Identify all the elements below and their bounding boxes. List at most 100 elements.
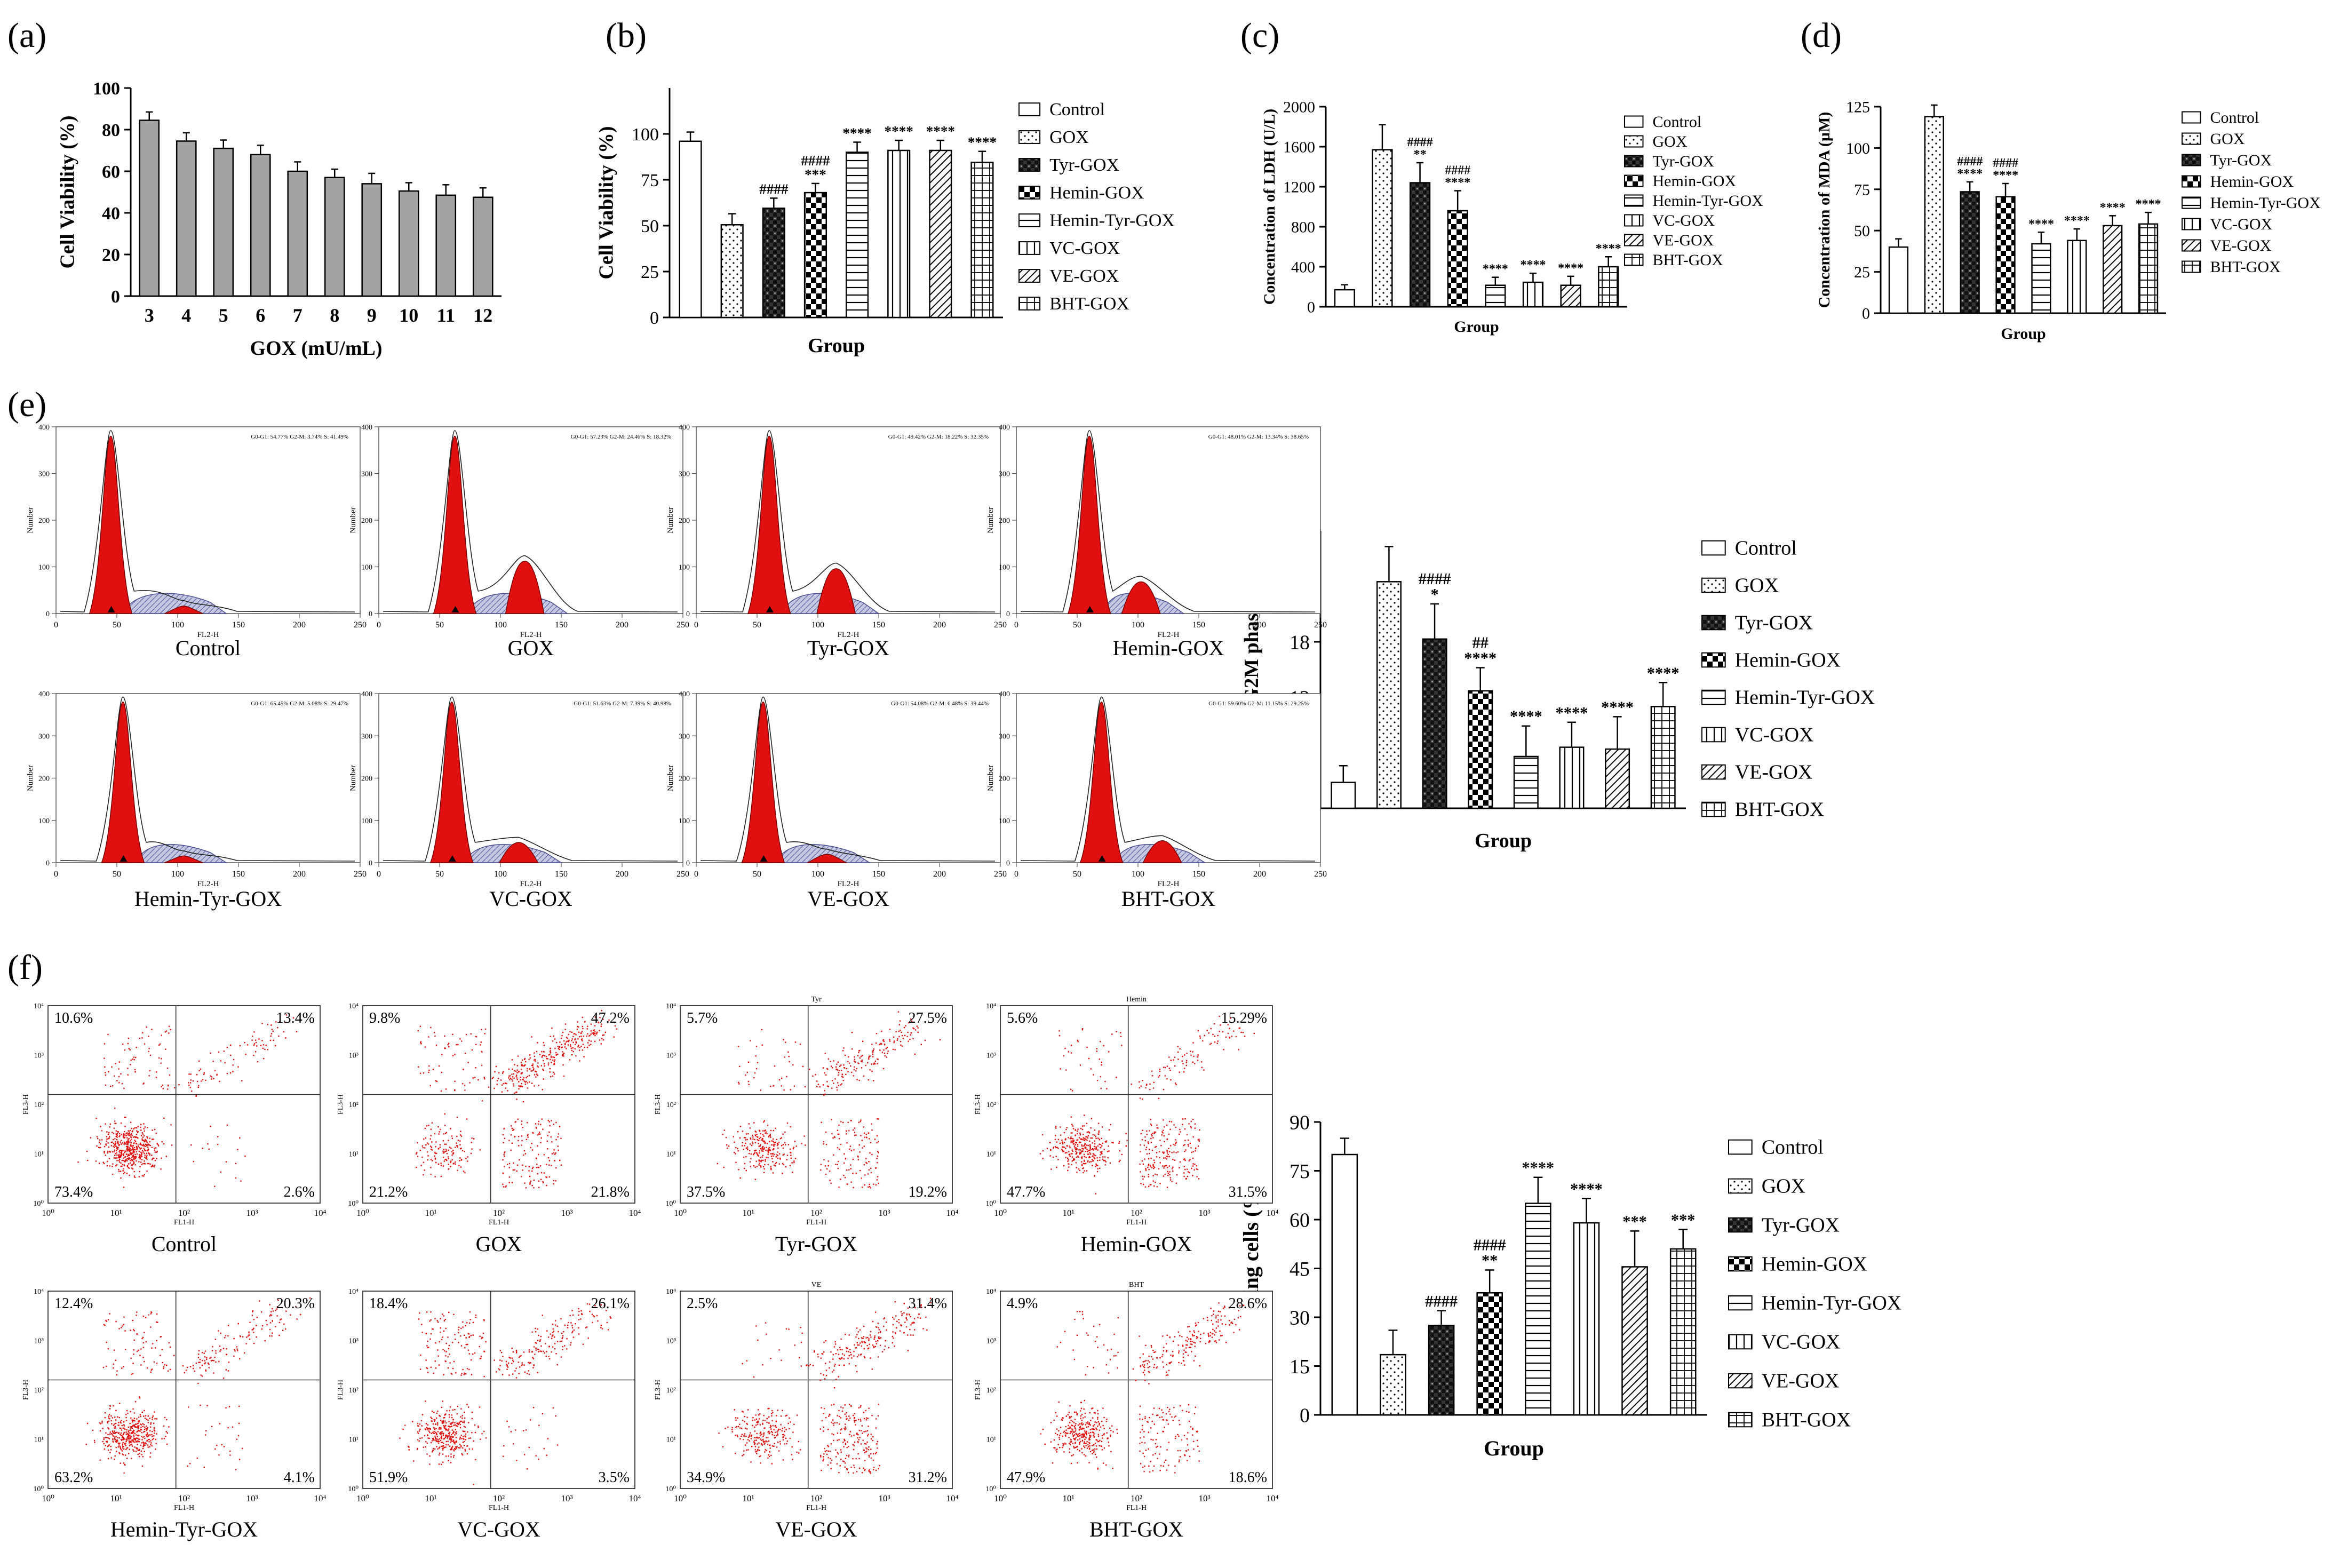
x-tick-label: 6 xyxy=(256,305,265,326)
bar xyxy=(1525,1203,1551,1416)
x-tick-label: 10⁴ xyxy=(629,1208,641,1218)
y-tick-label: 10⁴ xyxy=(34,1002,44,1010)
x-tick-label: 200 xyxy=(293,620,306,630)
x-tick-label: 200 xyxy=(616,870,628,879)
bar xyxy=(887,149,911,319)
y-tick-label: 50 xyxy=(641,217,659,236)
x-tick-label: 10³ xyxy=(878,1493,890,1503)
y-tick-label: 300 xyxy=(361,733,372,741)
x-tick-label: 200 xyxy=(293,870,306,879)
y-axis-title: Number xyxy=(986,507,995,533)
legend-swatch xyxy=(1018,102,1041,116)
bar xyxy=(1559,746,1585,809)
quadrant-ur-label: 31.4% xyxy=(909,1295,947,1312)
plot-caption: VC-GOX xyxy=(457,1517,540,1541)
x-tick-label: 50 xyxy=(435,870,444,879)
x-tick-label: 100 xyxy=(494,620,507,630)
legend-label: BHT-GOX xyxy=(2210,258,2281,276)
x-tick-label: 150 xyxy=(1192,870,1205,879)
y-tick-label: 10⁴ xyxy=(666,1288,676,1296)
significance-label: **** xyxy=(1596,242,1621,256)
legend-swatch xyxy=(2182,175,2201,188)
event-dots xyxy=(399,1303,612,1485)
y-tick-label: 10⁴ xyxy=(986,1002,996,1010)
plot-frame xyxy=(680,1291,953,1489)
quadrant-ul-label: 9.8% xyxy=(369,1010,400,1026)
y-axis-title: Cell Viability (%) xyxy=(595,126,618,279)
legend: Control GOX Tyr-GOX Hemin-GOX Hemin-Tyr-GOX V… xyxy=(2182,109,2321,276)
gate-marker xyxy=(766,606,774,612)
plot-frame xyxy=(55,693,361,863)
plot-caption: GOX xyxy=(476,1232,522,1256)
x-tick-label: 10² xyxy=(1131,1208,1142,1218)
y-tick-label: 10³ xyxy=(986,1052,996,1060)
g2-m-peak xyxy=(816,568,856,614)
phase-stats: G0-G1: 48.01% G2-M: 13.34% S: 38.65% xyxy=(1208,434,1309,440)
x-tick-label: 100 xyxy=(171,620,184,630)
y-tick-label: 75 xyxy=(1290,1160,1310,1183)
bar xyxy=(1650,706,1676,809)
x-tick-label: 200 xyxy=(616,620,628,630)
legend-swatch xyxy=(2182,239,2201,252)
x-tick-label: 150 xyxy=(555,870,568,879)
x-tick-label: 11 xyxy=(437,305,455,326)
legend-swatch xyxy=(1018,241,1041,255)
legend-label: VC-GOX xyxy=(1762,1331,1841,1354)
significance-label: #### xyxy=(1993,156,2018,170)
y-tick-label: 300 xyxy=(38,733,50,741)
legend-label: VE-GOX xyxy=(1762,1370,1840,1392)
histogram-envelope xyxy=(1020,696,1316,862)
y-tick-label: 100 xyxy=(1846,140,1870,157)
y-tick-label: 100 xyxy=(38,564,50,572)
legend-swatch xyxy=(1018,297,1041,311)
quadrant-ll-label: 37.5% xyxy=(687,1184,725,1200)
bar xyxy=(970,162,994,319)
y-axis-title: FL3-H xyxy=(22,1094,30,1115)
x-axis-title: FL2-H xyxy=(1158,631,1180,639)
x-tick-label: 10³ xyxy=(1198,1493,1210,1503)
g2-m-peak xyxy=(499,842,539,863)
y-tick-label: 60 xyxy=(1290,1209,1310,1231)
significance-label: **** xyxy=(1483,262,1508,276)
legend-swatch xyxy=(1728,1334,1753,1350)
y-tick-label: 400 xyxy=(361,424,372,432)
y-tick-label: 0 xyxy=(650,308,659,328)
y-tick-label: 10⁰ xyxy=(33,1200,44,1208)
y-axis-title: Concentration of LDH (U/L) xyxy=(1261,109,1278,305)
legend-label: VE-GOX xyxy=(2210,237,2272,254)
legend-swatch xyxy=(1624,115,1644,128)
bar xyxy=(1513,755,1539,809)
plot-title: BHT xyxy=(1129,1281,1144,1289)
significance-label: **** xyxy=(1556,704,1588,722)
x-tick-label: 10³ xyxy=(1198,1208,1210,1218)
y-tick-label: 25 xyxy=(641,262,659,282)
y-tick-label: 10⁴ xyxy=(34,1288,44,1296)
bar xyxy=(1621,1266,1648,1416)
significance-label: #### xyxy=(1407,136,1433,149)
panel-label-e: (e) xyxy=(7,385,46,424)
x-tick-label: 4 xyxy=(181,305,191,326)
y-tick-label: 400 xyxy=(361,690,372,698)
legend-label: VC-GOX xyxy=(1653,212,1715,229)
x-tick-label: 50 xyxy=(1073,620,1081,630)
legend-label: Hemin-Tyr-GOX xyxy=(1762,1292,1902,1315)
bar xyxy=(1522,281,1544,308)
y-axis-title: Number xyxy=(666,765,675,791)
x-tick-label: 0 xyxy=(54,620,58,630)
legend-label: GOX xyxy=(2210,130,2245,148)
plot-caption: Tyr-GOX xyxy=(807,636,889,660)
significance-label: **** xyxy=(1993,169,2018,182)
legend-label: Hemin-GOX xyxy=(1653,172,1737,190)
chart-c: 0 400 800 1200 1600 2000 Concentration of LDH … xyxy=(1261,99,1763,336)
quadrant-ur-label: 15.29% xyxy=(1221,1010,1267,1026)
x-axis-title: FL2-H xyxy=(1158,880,1180,888)
x-tick-label: 5 xyxy=(219,305,228,326)
y-tick-label: 10² xyxy=(349,1101,359,1109)
g0-g1-peak xyxy=(747,435,791,614)
plot-caption: VE-GOX xyxy=(775,1517,857,1541)
plot-caption: Control xyxy=(152,1232,217,1256)
y-tick-label: 0 xyxy=(46,859,50,867)
x-tick-label: 150 xyxy=(872,870,885,879)
y-tick-label: 10¹ xyxy=(666,1151,676,1159)
plot-caption: BHT-GOX xyxy=(1089,1517,1183,1541)
